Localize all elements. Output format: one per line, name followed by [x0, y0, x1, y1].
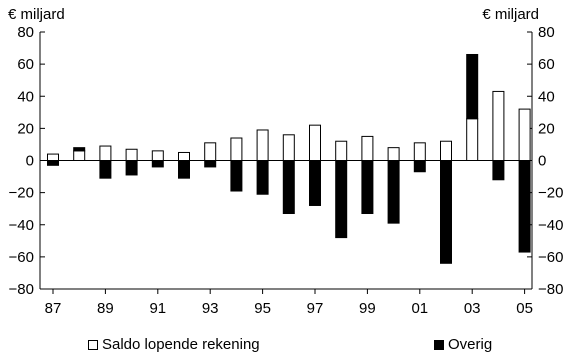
x-tick-label: 89	[97, 300, 114, 317]
y-tick-label-left: 80	[17, 24, 34, 41]
bar-overig	[151, 160, 164, 168]
bar-saldo	[178, 151, 190, 161]
legend-item-saldo: Saldo lopende rekening	[88, 336, 260, 353]
bar-saldo	[204, 142, 217, 162]
y-tick-label-left: −60	[9, 249, 34, 266]
bar-saldo	[413, 142, 426, 162]
bar-saldo	[518, 108, 531, 161]
x-tick-label: 05	[516, 300, 533, 317]
bar-saldo	[125, 148, 138, 162]
bar-overig	[518, 160, 531, 253]
bar-saldo	[309, 124, 321, 161]
bar-overig	[335, 160, 348, 239]
bar-saldo	[230, 137, 243, 161]
bar-saldo	[73, 150, 86, 162]
bar-overig	[387, 160, 400, 224]
y-tick-label-right: −40	[538, 217, 563, 234]
legend-label-overig: Overig	[448, 336, 493, 353]
y-tick-label-right: −60	[538, 249, 563, 266]
bar-saldo	[361, 135, 374, 161]
bar-overig	[309, 160, 321, 206]
x-tick-label: 91	[149, 300, 166, 317]
bar-overig	[440, 160, 452, 264]
legend-label-saldo: Saldo lopende rekening	[102, 336, 260, 353]
bar-saldo	[99, 145, 112, 161]
y-tick-label-right: 0	[538, 153, 546, 170]
bar-saldo	[440, 140, 452, 162]
x-tick-label: 93	[202, 300, 219, 317]
x-tick-label: 01	[411, 300, 428, 317]
y-tick-label-left: 20	[17, 120, 34, 137]
y-tick-label-left: 60	[17, 56, 34, 73]
bar-overig	[256, 160, 269, 195]
bar-overig	[492, 160, 505, 181]
bar-saldo	[47, 153, 59, 161]
bar-overig	[178, 160, 190, 179]
bar-overig	[204, 160, 217, 168]
bar-saldo	[282, 134, 295, 162]
bar-overig	[125, 160, 138, 176]
bar-overig	[73, 147, 86, 152]
y-tick-label-left: 40	[17, 88, 34, 105]
y-tick-label-left: −20	[9, 185, 34, 202]
bar-overig	[99, 160, 112, 179]
bar-overig	[466, 53, 479, 120]
y-axis-unit-right: € miljard	[482, 6, 539, 23]
bar-overig	[361, 160, 374, 215]
y-tick-label-right: −80	[538, 281, 563, 298]
y-tick-label-left: 0	[26, 153, 34, 170]
bar-saldo	[387, 147, 400, 161]
bar-saldo	[151, 150, 164, 162]
bar-saldo	[256, 129, 269, 161]
legend-swatch-saldo	[88, 339, 98, 350]
x-tick-label: 97	[307, 300, 324, 317]
bar-overig	[47, 160, 59, 166]
y-tick-label-right: 80	[538, 24, 555, 41]
x-tick-label: 95	[254, 300, 271, 317]
x-tick-label: 99	[359, 300, 376, 317]
bar-overig	[230, 160, 243, 192]
bar-chart: 80 80 60 60 40 40 20 20 0 0 −20 −20 −40 −40 −60 −60 −80 −…	[9, 24, 564, 317]
y-tick-label-right: −20	[538, 185, 563, 202]
y-tick-label-right: 40	[538, 88, 555, 105]
x-tick-label: 03	[464, 300, 481, 317]
y-tick-label-left: −40	[9, 217, 34, 234]
bar-overig	[413, 160, 426, 173]
y-tick-label-left: −80	[9, 281, 34, 298]
x-tick-label: 87	[45, 300, 62, 317]
y-tick-label-right: 60	[538, 56, 555, 73]
bar-saldo	[492, 90, 505, 161]
legend-item-overig: Overig	[434, 336, 492, 353]
bar-overig	[282, 160, 295, 215]
y-axis-unit-left: € miljard	[8, 6, 65, 23]
y-tick-label-right: 20	[538, 120, 555, 137]
bar-saldo	[335, 140, 348, 162]
legend-swatch-overig	[434, 339, 444, 350]
bar-saldo	[466, 118, 479, 162]
